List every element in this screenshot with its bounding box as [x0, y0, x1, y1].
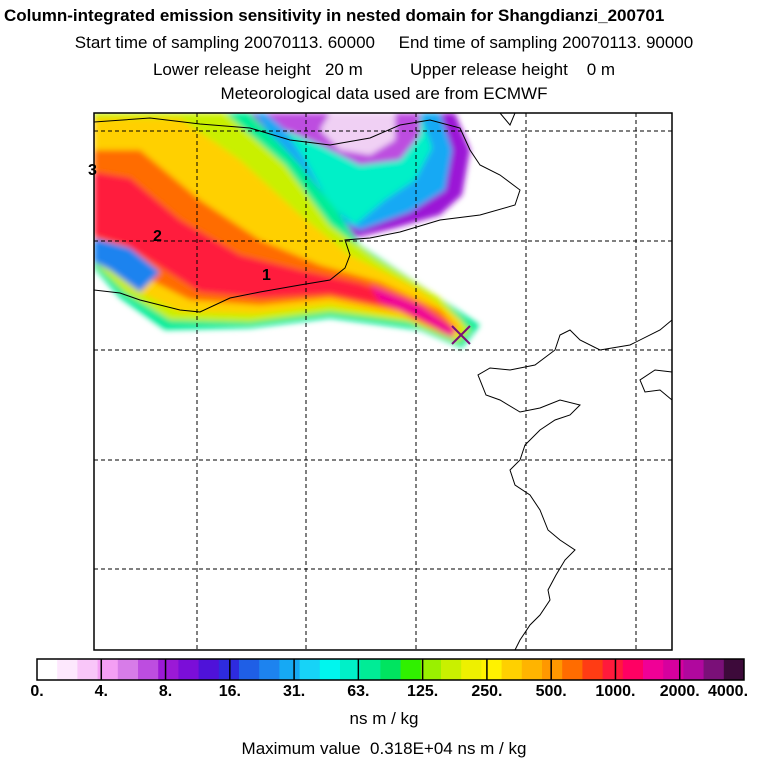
- colorbar-segment: [158, 659, 179, 680]
- colorbar-segment: [360, 659, 381, 680]
- graticule: [94, 113, 672, 650]
- colorbar-segment: [77, 659, 99, 680]
- colorbar-segment: [117, 659, 139, 680]
- coastlines: [94, 113, 672, 650]
- colorbar-segment: [663, 659, 684, 680]
- colorbar-segment: [582, 659, 604, 680]
- lower-value: 20 m: [324, 60, 363, 79]
- end-value: 20070113. 90000: [562, 33, 694, 52]
- colorbar-segment: [138, 659, 159, 680]
- colorbar-tick-label: 2000.: [659, 683, 700, 700]
- plume-label-1: 1: [262, 267, 271, 284]
- plume-field: [94, 113, 480, 348]
- colorbar-segment: [723, 659, 745, 680]
- colorbar-segment: [420, 659, 442, 680]
- sampling-times: Start time of sampling 20070113. 60000 E…: [0, 33, 768, 53]
- colorbar-segment: [501, 659, 523, 680]
- colorbar-units: ns m / kg: [349, 709, 419, 728]
- upper-value: 0 m: [586, 60, 616, 79]
- colorbar-tick-label: 63.: [347, 683, 370, 700]
- met-data-note: Meteorological data used are from ECMWF: [220, 84, 548, 103]
- max-label: Maximum value: [241, 739, 361, 758]
- colorbar-segment: [37, 659, 58, 680]
- colorbar-segment: [461, 659, 482, 680]
- end-label: End time of sampling: [398, 33, 558, 52]
- colorbar-segment: [97, 659, 119, 680]
- colorbar-segment: [481, 659, 503, 680]
- plume-label-3: 3: [88, 162, 97, 179]
- colorbar-segment: [643, 659, 664, 680]
- map-frame: [93, 112, 673, 651]
- colorbar-tick-label: 8.: [158, 683, 173, 700]
- colorbar-segment: [521, 659, 543, 680]
- colorbar-tick-label: 1000.: [595, 683, 636, 700]
- colorbar-tick-label: 16.: [218, 683, 241, 700]
- plot-title: Column-integrated emission sensitivity i…: [4, 6, 665, 25]
- colorbar-segment: [683, 659, 705, 680]
- colorbar-tick-label: 4000.: [707, 683, 749, 700]
- colorbar-tick-label: 0.: [30, 683, 44, 700]
- colorbar-tick-label: 125.: [407, 683, 439, 700]
- colorbar: [37, 659, 745, 680]
- colorbar-segment: [239, 659, 260, 680]
- colorbar-segment: [602, 659, 624, 680]
- colorbar-segment: [380, 659, 402, 680]
- upper-label: Upper release height: [409, 60, 568, 79]
- plume-label-2: 2: [153, 228, 162, 245]
- colorbar-segment: [259, 659, 280, 680]
- colorbar-segment: [299, 659, 321, 680]
- colorbar-segment: [703, 659, 725, 680]
- colorbar-segment: [57, 659, 78, 680]
- colorbar-tick-label: 4.: [94, 683, 108, 700]
- colorbar-tick-label: 250.: [471, 683, 503, 700]
- colorbar-segment: [279, 659, 301, 680]
- colorbar-segment: [622, 659, 644, 680]
- release-site-marker: [451, 325, 471, 345]
- colorbar-segment: [340, 659, 361, 680]
- colorbar-segment: [400, 659, 422, 680]
- colorbar-segment: [198, 659, 220, 680]
- start-label: Start time of sampling: [74, 33, 240, 52]
- colorbar-segment: [441, 659, 462, 680]
- colorbar-segment: [178, 659, 200, 680]
- release-heights: Lower release height 20 m Upper release …: [0, 60, 768, 80]
- colorbar-frame: [36, 658, 745, 681]
- colorbar-segment: [562, 659, 583, 680]
- colorbar-segment: [542, 659, 563, 680]
- colorbar-tick-label: 500.: [535, 683, 567, 700]
- colorbar-segment: [319, 659, 341, 680]
- max-value: 0.318E+04 ns m / kg: [370, 739, 527, 758]
- colorbar-tick-label: 31.: [282, 683, 306, 700]
- start-value: 20070113. 60000: [243, 33, 376, 52]
- maximum-value: Maximum value 0.318E+04 ns m / kg: [0, 739, 768, 759]
- lower-label: Lower release height: [152, 60, 311, 79]
